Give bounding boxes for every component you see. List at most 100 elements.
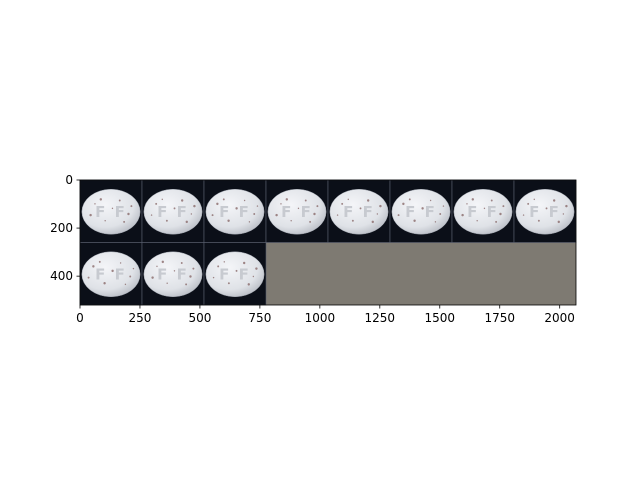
x-tick-label: 1000: [305, 311, 336, 325]
pill-speckle: [379, 204, 382, 208]
x-tick-label: 1250: [365, 311, 396, 325]
pill-tile: F F: [141, 242, 205, 306]
pill-speckle: [211, 214, 214, 217]
pill-tile: F F: [141, 179, 205, 243]
pill-tile: F F: [79, 179, 143, 243]
pill-speckle: [98, 260, 101, 263]
pill-speckle: [351, 219, 354, 222]
pill-speckle: [366, 199, 370, 202]
pill-speckle: [495, 220, 498, 223]
pill: [205, 189, 265, 235]
pill-speckle: [99, 198, 103, 201]
pill-speckle: [483, 207, 486, 210]
pill-speckle: [304, 199, 307, 202]
pill-imprint: F F: [219, 265, 251, 283]
pill-speckle: [371, 220, 374, 224]
pill-speckle: [309, 220, 312, 223]
image-montage: F F F F F F F F F F F F F F F F F F F F F F: [79, 179, 577, 306]
pill-speckle: [466, 203, 468, 205]
pill-tile: F F: [389, 179, 453, 243]
pill-speckle: [476, 220, 478, 222]
pill-tile: F F: [203, 179, 267, 243]
pill-speckle: [247, 283, 250, 286]
pill-speckle: [397, 214, 400, 217]
pill: [391, 189, 451, 235]
pill-speckle: [223, 261, 225, 263]
pill-speckle: [235, 269, 238, 272]
pill: [81, 251, 141, 297]
pill-speckle: [222, 198, 225, 201]
pill-speckle: [442, 205, 445, 207]
pill: [329, 189, 389, 235]
pill: [143, 251, 203, 297]
pill-speckle: [132, 267, 135, 270]
pill-speckle: [421, 207, 424, 210]
pill-imprint: F F: [467, 203, 499, 221]
pill-tile: F F: [79, 242, 143, 306]
pill-speckle: [408, 198, 411, 201]
pill-speckle: [173, 207, 176, 210]
pill-speckle: [439, 213, 442, 215]
empty-grid-area: [266, 242, 576, 305]
pill-speckle: [285, 198, 289, 201]
pill-speckle: [103, 282, 106, 285]
pill-speckle: [192, 267, 195, 270]
x-tick-label: 2000: [544, 311, 575, 325]
y-axis: 0 200 400: [50, 173, 80, 283]
pill-speckle: [557, 220, 560, 224]
pill-speckle: [156, 265, 158, 268]
pill-speckle: [471, 198, 475, 201]
pill-speckle: [165, 219, 168, 222]
pill-speckle: [127, 212, 130, 216]
pill: [515, 189, 575, 235]
pill-speckle: [490, 199, 493, 202]
pill-speckle: [297, 207, 300, 210]
pill-tile: F F: [203, 242, 267, 306]
pill-speckle: [124, 283, 127, 286]
pill: [453, 189, 513, 235]
x-tick-label: 500: [188, 311, 211, 325]
pill-speckle: [275, 213, 278, 217]
pill-speckle: [227, 282, 230, 285]
pill-speckle: [111, 207, 114, 210]
pill-speckle: [434, 221, 437, 223]
pill-imprint: F F: [219, 203, 251, 221]
x-tick-label: 1500: [424, 311, 455, 325]
pill-speckle: [552, 199, 556, 202]
pill-speckle: [190, 213, 193, 215]
pill-speckle: [216, 202, 219, 206]
pill-speckle: [359, 207, 362, 210]
pill-speckle: [189, 275, 192, 278]
pill-speckle: [155, 202, 158, 205]
pill-speckle: [565, 204, 568, 208]
pill-speckle: [341, 202, 344, 205]
pill-speckle: [212, 276, 215, 279]
pill-imprint: F F: [343, 203, 375, 221]
pill-imprint: F F: [529, 203, 561, 221]
pill-imprint: F F: [95, 265, 127, 283]
pill-speckle: [253, 213, 256, 215]
pill-speckle: [255, 267, 258, 270]
pill-speckle: [461, 213, 464, 217]
pill-speckle: [111, 269, 114, 273]
pill-speckle: [413, 219, 416, 222]
pill-speckle: [151, 276, 154, 279]
pill-speckle: [402, 202, 405, 206]
pill-speckle: [527, 202, 530, 205]
pill-speckle: [87, 276, 90, 279]
pill-speckle: [129, 275, 132, 278]
pill: [81, 189, 141, 235]
pill-speckle: [562, 213, 565, 215]
pill-speckle: [242, 261, 246, 265]
y-tick-label: 0: [65, 173, 73, 187]
pill: [267, 189, 327, 235]
pill-speckle: [256, 205, 259, 207]
pill-speckle: [180, 262, 183, 264]
pill-speckle: [537, 219, 540, 222]
x-tick-label: 1750: [484, 311, 515, 325]
pill-speckle: [161, 260, 165, 264]
x-tick-label: 750: [248, 311, 271, 325]
pill-speckle: [217, 265, 220, 268]
pill-speckle: [104, 220, 106, 222]
